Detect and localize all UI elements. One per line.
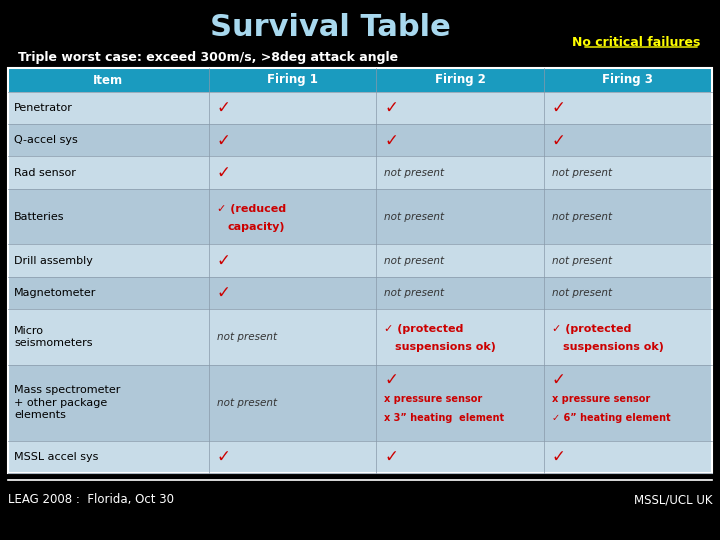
Bar	[8, 245, 712, 276]
Text: Batteries: Batteries	[14, 212, 65, 221]
Text: ✓: ✓	[384, 131, 398, 150]
Text: Firing 1: Firing 1	[267, 73, 318, 86]
Text: ✓: ✓	[217, 252, 230, 269]
Text: ✓: ✓	[217, 131, 230, 150]
Text: not present: not present	[217, 397, 276, 408]
Text: not present: not present	[384, 167, 444, 178]
Bar	[8, 364, 712, 441]
Text: Mass spectrometer
+ other package
elements: Mass spectrometer + other package elemen…	[14, 385, 120, 420]
Text: ✓: ✓	[552, 99, 566, 117]
Text: not present: not present	[552, 288, 612, 298]
Text: not present: not present	[552, 212, 612, 221]
Text: Item: Item	[94, 73, 123, 86]
Bar	[8, 124, 712, 157]
Text: LEAG 2008 :  Florida, Oct 30: LEAG 2008 : Florida, Oct 30	[8, 494, 174, 507]
Text: Penetrator: Penetrator	[14, 103, 73, 113]
Text: ✓: ✓	[552, 448, 566, 466]
Text: not present: not present	[552, 167, 612, 178]
Bar	[8, 276, 712, 309]
Text: Survival Table: Survival Table	[210, 12, 451, 42]
Text: Triple worst case: exceed 300m/s, >8deg attack angle: Triple worst case: exceed 300m/s, >8deg …	[18, 51, 398, 64]
Text: Micro
seismometers: Micro seismometers	[14, 326, 92, 348]
Text: not present: not present	[217, 332, 276, 342]
Text: Q-accel sys: Q-accel sys	[14, 136, 78, 145]
Text: ✓: ✓	[217, 99, 230, 117]
Text: x 3” heating  element: x 3” heating element	[384, 413, 504, 423]
Text: x pressure sensor: x pressure sensor	[552, 394, 650, 404]
Text: ✓: ✓	[552, 371, 566, 389]
Text: ✓ (protected: ✓ (protected	[384, 324, 464, 334]
Text: not present: not present	[384, 212, 444, 221]
Text: ✓: ✓	[552, 131, 566, 150]
Text: No critical failures: No critical failures	[572, 36, 700, 49]
Bar	[8, 68, 712, 92]
Text: Firing 2: Firing 2	[435, 73, 485, 86]
Text: Magnetometer: Magnetometer	[14, 288, 96, 298]
Bar	[8, 309, 712, 365]
Text: not present: not present	[384, 288, 444, 298]
Text: ✓: ✓	[384, 99, 398, 117]
Text: ✓: ✓	[217, 448, 230, 466]
Text: ✓: ✓	[384, 371, 398, 389]
Bar	[8, 92, 712, 124]
Text: Firing 3: Firing 3	[603, 73, 653, 86]
Text: Drill assembly: Drill assembly	[14, 255, 93, 266]
Text: ✓ 6” heating element: ✓ 6” heating element	[552, 413, 670, 423]
Text: ✓: ✓	[384, 448, 398, 466]
Text: x pressure sensor: x pressure sensor	[384, 394, 482, 404]
Text: suspensions ok): suspensions ok)	[563, 342, 664, 352]
Text: ✓: ✓	[217, 284, 230, 302]
Bar	[8, 441, 712, 473]
Text: ✓ (reduced: ✓ (reduced	[217, 204, 286, 214]
Text: MSSL/UCL UK: MSSL/UCL UK	[634, 494, 712, 507]
Text: not present: not present	[384, 255, 444, 266]
Bar	[8, 157, 712, 188]
Text: capacity): capacity)	[228, 221, 285, 232]
Text: suspensions ok): suspensions ok)	[395, 342, 496, 352]
Text: not present: not present	[552, 255, 612, 266]
Bar	[8, 68, 712, 473]
Text: ✓: ✓	[217, 164, 230, 181]
Text: Rad sensor: Rad sensor	[14, 167, 76, 178]
Bar	[8, 188, 712, 245]
Text: ✓ (protected: ✓ (protected	[552, 324, 631, 334]
Text: MSSL accel sys: MSSL accel sys	[14, 452, 99, 462]
